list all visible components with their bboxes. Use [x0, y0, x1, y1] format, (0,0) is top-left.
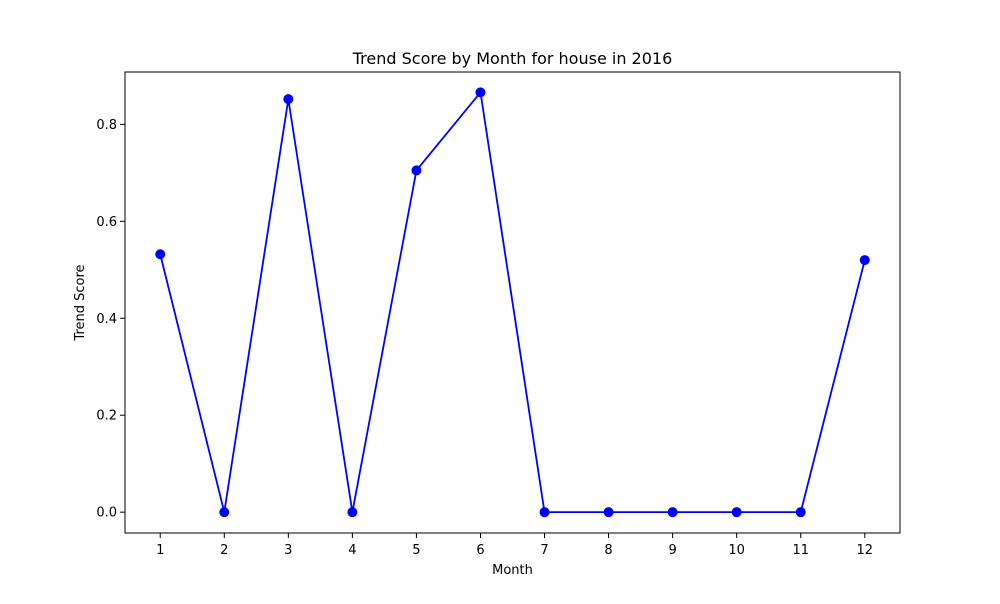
- data-point: [667, 507, 678, 518]
- x-tick-label: 6: [476, 543, 484, 558]
- x-axis-label: Month: [492, 563, 533, 578]
- data-point: [155, 249, 166, 260]
- x-tick-label: 4: [348, 543, 356, 558]
- data-point: [411, 165, 422, 176]
- series-line: [159, 90, 866, 514]
- x-tick-label: 5: [412, 543, 420, 558]
- x-tick-label: 3: [284, 543, 292, 558]
- y-tick-label: 0.6: [96, 215, 117, 230]
- y-tick-label: 0.2: [96, 409, 117, 424]
- x-tick-label: 2: [220, 543, 228, 558]
- y-axis-label: Trend Score: [73, 264, 88, 341]
- axes-frame: [124, 71, 901, 534]
- plot-area: 1 2 3 4 5 6 7 8 9 10 11 120.00.20.40.60.8: [96, 87, 873, 558]
- data-point: [603, 507, 614, 518]
- x-tick-label: 8: [604, 543, 612, 558]
- x-tick-label: 12: [856, 543, 873, 558]
- y-tick-label: 0.8: [96, 118, 117, 133]
- data-point: [475, 87, 486, 98]
- x-tick-label: 10: [728, 543, 745, 558]
- y-tick-label: 0.4: [96, 312, 117, 327]
- data-point: [283, 94, 294, 105]
- data-point: [859, 255, 870, 266]
- chart-title: Trend Score by Month for house in 2016: [352, 49, 673, 68]
- data-point: [539, 507, 550, 518]
- x-tick-label: 11: [792, 543, 809, 558]
- data-point: [347, 507, 358, 518]
- data-point: [731, 507, 742, 518]
- x-tick-label: 9: [668, 543, 676, 558]
- data-point: [219, 507, 230, 518]
- data-point: [795, 507, 806, 518]
- x-tick-label: 7: [540, 543, 548, 558]
- y-tick-label: 0.0: [96, 506, 117, 521]
- x-tick-label: 1: [156, 543, 164, 558]
